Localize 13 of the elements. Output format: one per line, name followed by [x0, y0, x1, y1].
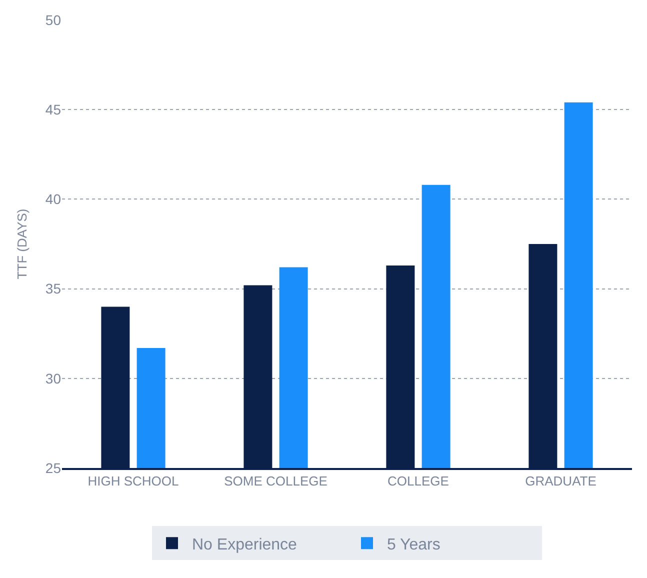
legend-label: 5 Years	[387, 536, 440, 554]
y-tick-label: 50	[45, 12, 62, 28]
x-tick-label: COLLEGE	[388, 473, 450, 488]
x-tick-label: SOME COLLEGE	[224, 473, 328, 488]
legend-label: No Experience	[192, 536, 298, 554]
x-tick-label: GRADUATE	[525, 473, 597, 488]
y-tick-label: 35	[45, 280, 62, 297]
y-tick-label: 40	[45, 191, 62, 208]
y-tick-label: 25	[45, 460, 62, 476]
y-tick-label: 30	[45, 370, 62, 386]
y-tick-label: 45	[45, 102, 62, 118]
y-axis-title: TTF (DAYS)	[14, 208, 30, 280]
x-tick-label: HIGH SCHOOL	[88, 473, 179, 488]
